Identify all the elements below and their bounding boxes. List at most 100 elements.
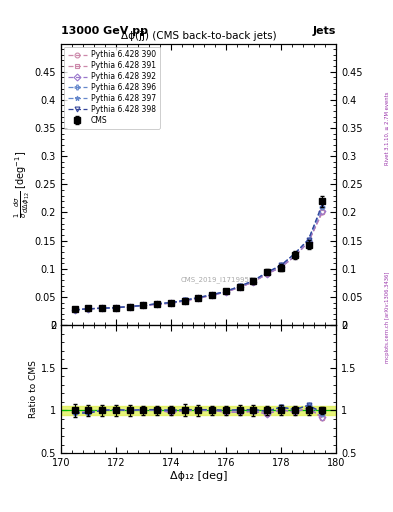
- Pythia 6.428 391: [100, 305, 105, 311]
- Pythia 6.428 397: [86, 306, 91, 312]
- Pythia 6.428 396: [182, 297, 187, 304]
- Pythia 6.428 390: [196, 295, 201, 301]
- Pythia 6.428 396: [100, 305, 105, 311]
- Pythia 6.428 391: [86, 306, 91, 312]
- Pythia 6.428 392: [320, 208, 325, 214]
- Pythia 6.428 391: [320, 209, 325, 216]
- Pythia 6.428 391: [265, 271, 270, 277]
- Text: Rivet 3.1.10, ≥ 2.7M events: Rivet 3.1.10, ≥ 2.7M events: [385, 91, 389, 165]
- Pythia 6.428 392: [155, 301, 160, 307]
- Pythia 6.428 392: [86, 306, 91, 312]
- Pythia 6.428 390: [251, 279, 256, 285]
- Pythia 6.428 392: [141, 302, 146, 308]
- Pythia 6.428 390: [100, 305, 105, 311]
- Pythia 6.428 391: [196, 295, 201, 301]
- Pythia 6.428 398: [127, 304, 132, 310]
- Pythia 6.428 391: [182, 298, 187, 304]
- Pythia 6.428 390: [155, 301, 160, 307]
- Pythia 6.428 397: [279, 262, 283, 268]
- Y-axis label: $\frac{1}{\sigma}\frac{d\sigma}{d\Delta\phi_{12}}$ [deg$^{-1}$]: $\frac{1}{\sigma}\frac{d\sigma}{d\Delta\…: [12, 151, 32, 218]
- Pythia 6.428 398: [265, 269, 270, 275]
- Pythia 6.428 392: [265, 271, 270, 277]
- Pythia 6.428 397: [72, 307, 77, 313]
- Pythia 6.428 398: [155, 301, 160, 307]
- Pythia 6.428 397: [237, 283, 242, 289]
- Pythia 6.428 390: [86, 306, 91, 312]
- Pythia 6.428 396: [210, 292, 215, 298]
- Pythia 6.428 398: [114, 305, 118, 311]
- Pythia 6.428 396: [251, 278, 256, 284]
- Pythia 6.428 398: [224, 288, 228, 294]
- Pythia 6.428 398: [320, 201, 325, 207]
- Pythia 6.428 391: [292, 253, 297, 260]
- Pythia 6.428 396: [141, 302, 146, 308]
- Pythia 6.428 391: [114, 305, 118, 311]
- Pythia 6.428 396: [114, 305, 118, 311]
- Pythia 6.428 397: [141, 302, 146, 308]
- Pythia 6.428 397: [127, 304, 132, 310]
- Pythia 6.428 396: [169, 300, 173, 306]
- Pythia 6.428 392: [251, 279, 256, 285]
- Pythia 6.428 390: [127, 304, 132, 310]
- Pythia 6.428 392: [169, 300, 173, 306]
- Pythia 6.428 392: [72, 307, 77, 313]
- Pythia 6.428 391: [72, 307, 77, 313]
- Pythia 6.428 396: [292, 250, 297, 257]
- Pythia 6.428 397: [196, 294, 201, 301]
- Pythia 6.428 398: [182, 297, 187, 304]
- Line: Pythia 6.428 398: Pythia 6.428 398: [72, 202, 325, 312]
- Pythia 6.428 391: [155, 301, 160, 307]
- Pythia 6.428 398: [306, 237, 311, 243]
- Pythia 6.428 396: [86, 306, 91, 312]
- Pythia 6.428 397: [210, 292, 215, 298]
- Pythia 6.428 391: [279, 264, 283, 270]
- Text: mcplots.cern.ch [arXiv:1306.3436]: mcplots.cern.ch [arXiv:1306.3436]: [385, 272, 389, 363]
- Pythia 6.428 397: [114, 305, 118, 311]
- Pythia 6.428 392: [279, 264, 283, 270]
- Text: 13000 GeV pp: 13000 GeV pp: [61, 26, 148, 36]
- Pythia 6.428 396: [155, 301, 160, 307]
- Pythia 6.428 390: [292, 253, 297, 260]
- Pythia 6.428 397: [306, 237, 311, 243]
- Pythia 6.428 396: [127, 304, 132, 310]
- Pythia 6.428 398: [210, 292, 215, 298]
- Pythia 6.428 392: [196, 295, 201, 301]
- Pythia 6.428 397: [251, 278, 256, 284]
- Pythia 6.428 398: [237, 283, 242, 289]
- Pythia 6.428 398: [292, 250, 297, 257]
- Line: Pythia 6.428 397: Pythia 6.428 397: [72, 204, 325, 312]
- Y-axis label: Ratio to CMS: Ratio to CMS: [29, 360, 38, 418]
- Pythia 6.428 390: [306, 239, 311, 245]
- Pythia 6.428 397: [100, 305, 105, 311]
- Pythia 6.428 391: [224, 289, 228, 295]
- Pythia 6.428 398: [279, 262, 283, 268]
- Pythia 6.428 398: [196, 294, 201, 301]
- Pythia 6.428 390: [279, 264, 283, 270]
- Text: Jets: Jets: [313, 26, 336, 36]
- Pythia 6.428 397: [320, 204, 325, 210]
- Pythia 6.428 390: [72, 307, 77, 313]
- Pythia 6.428 398: [169, 300, 173, 306]
- Pythia 6.428 392: [114, 305, 118, 311]
- Pythia 6.428 391: [306, 239, 311, 245]
- Line: Pythia 6.428 390: Pythia 6.428 390: [72, 210, 325, 312]
- Pythia 6.428 390: [114, 305, 118, 311]
- Bar: [61, 406, 336, 415]
- Pythia 6.428 397: [182, 297, 187, 304]
- Pythia 6.428 390: [265, 271, 270, 277]
- Pythia 6.428 392: [292, 253, 297, 260]
- Pythia 6.428 397: [169, 300, 173, 306]
- Line: Pythia 6.428 391: Pythia 6.428 391: [72, 210, 325, 312]
- Pythia 6.428 390: [320, 209, 325, 216]
- X-axis label: Δϕ₁₂ [deg]: Δϕ₁₂ [deg]: [170, 471, 227, 481]
- Pythia 6.428 398: [141, 302, 146, 308]
- Pythia 6.428 396: [265, 269, 270, 275]
- Pythia 6.428 391: [169, 300, 173, 306]
- Pythia 6.428 390: [169, 300, 173, 306]
- Pythia 6.428 391: [210, 292, 215, 298]
- Pythia 6.428 390: [182, 298, 187, 304]
- Pythia 6.428 397: [155, 301, 160, 307]
- Pythia 6.428 397: [292, 250, 297, 257]
- Pythia 6.428 390: [224, 289, 228, 295]
- Pythia 6.428 392: [100, 305, 105, 311]
